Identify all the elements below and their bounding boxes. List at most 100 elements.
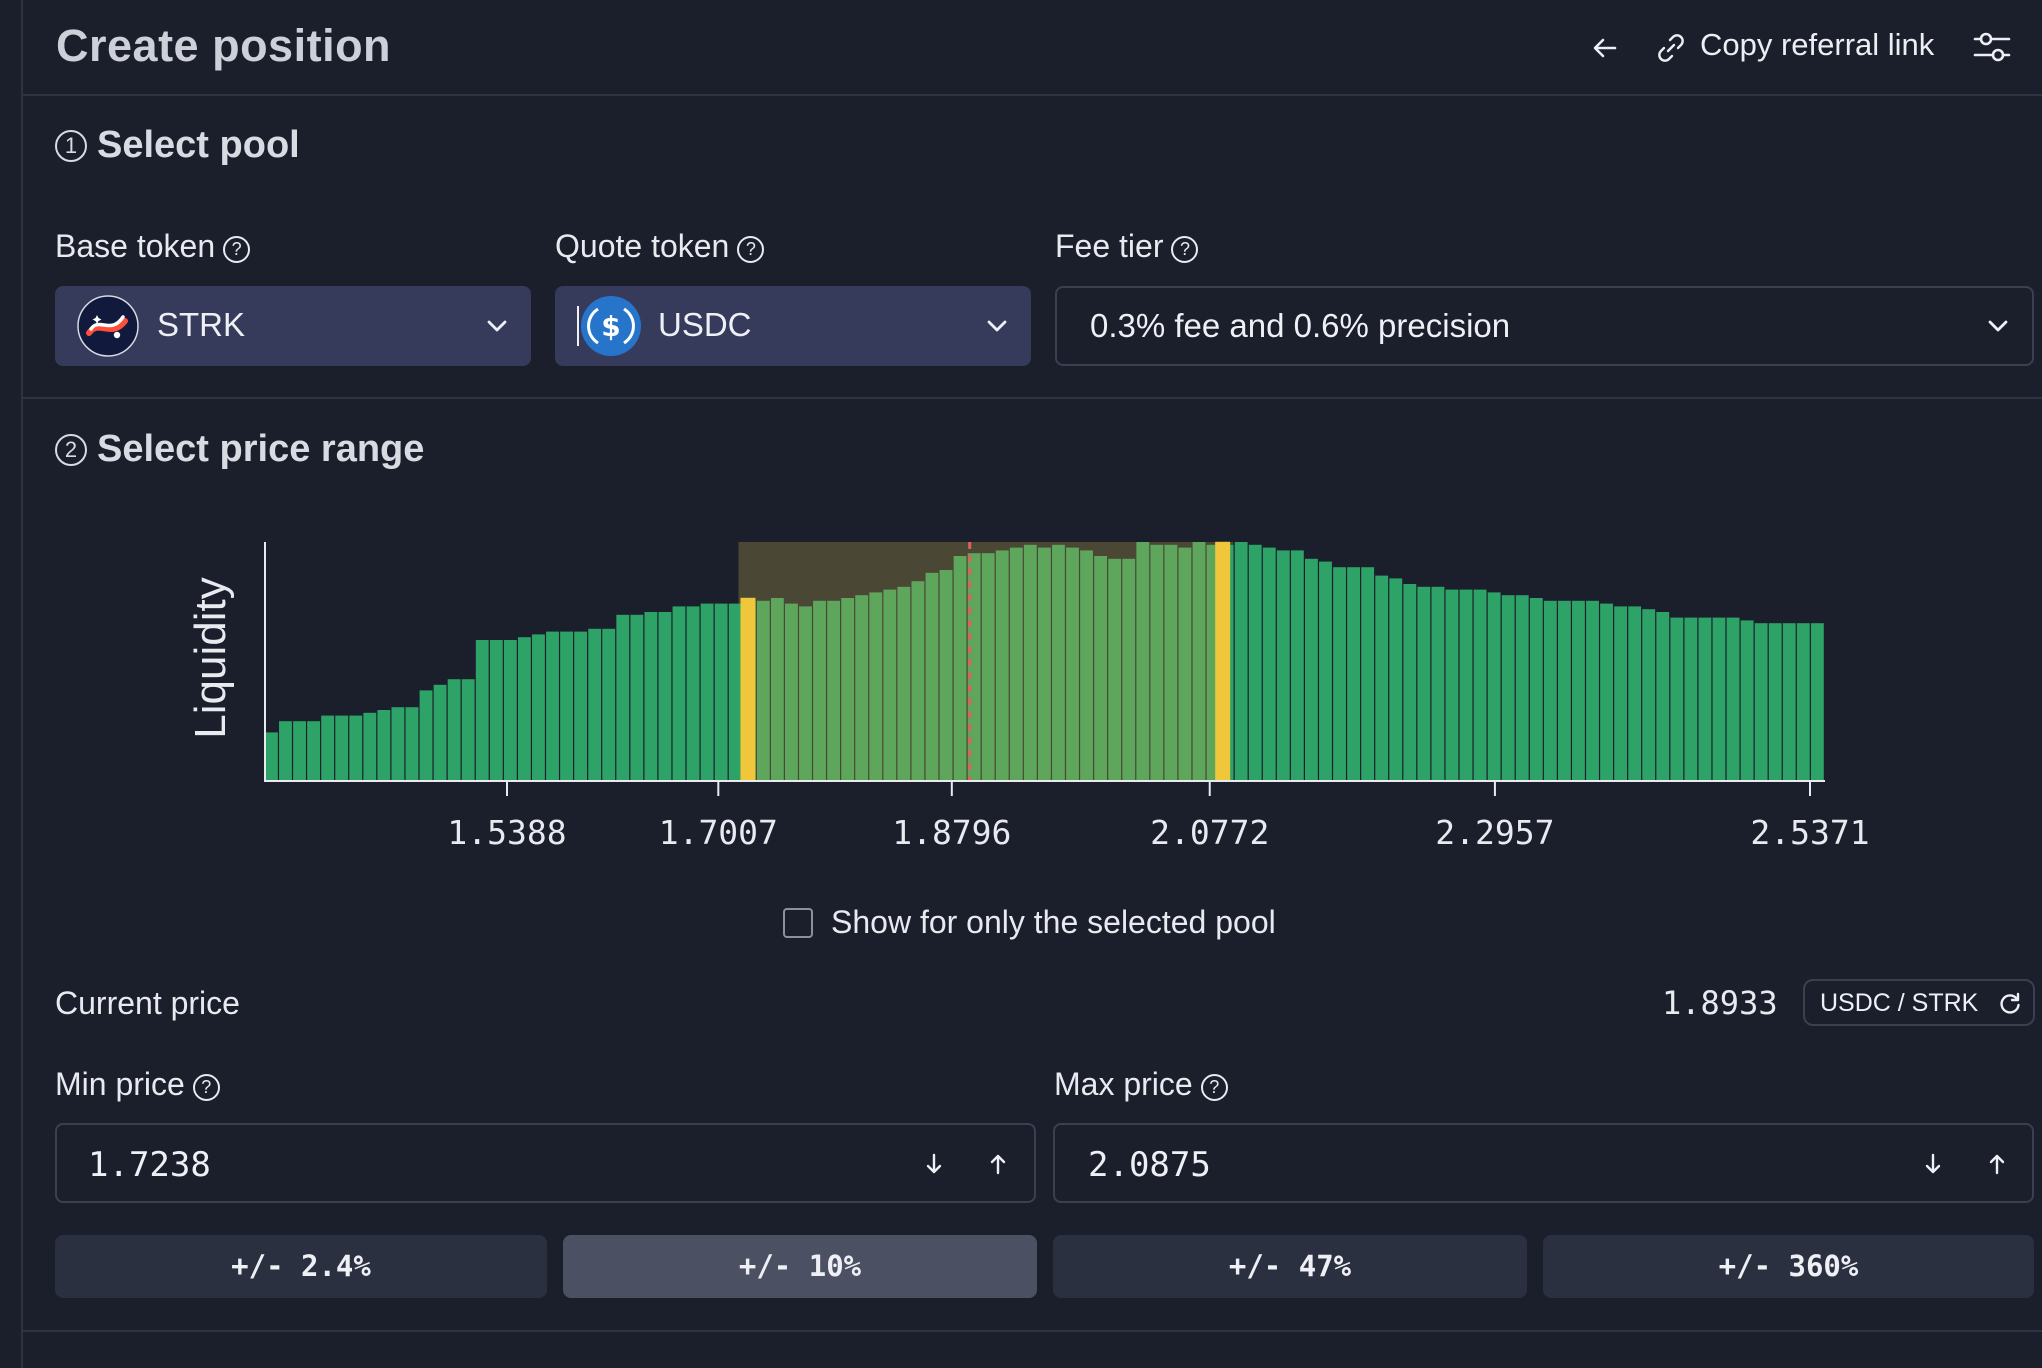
show-selected-pool-checkbox[interactable] — [783, 908, 813, 938]
liquidity-bar — [405, 707, 419, 780]
quote-token-label-text: Quote token — [555, 228, 730, 264]
show-selected-pool-label[interactable]: Show for only the selected pool — [831, 904, 1276, 940]
liquidity-bar — [1290, 550, 1304, 780]
liquidity-bar — [855, 595, 869, 780]
price-pair-label: USDC / STRK — [1820, 989, 1979, 1017]
liquidity-bar — [658, 612, 672, 780]
liquidity-bar — [321, 715, 335, 780]
max-range-handle — [1215, 541, 1231, 780]
liquidity-bar — [560, 631, 573, 780]
current-price-value: 1.8933 — [1662, 984, 1778, 1022]
price-pair-toggle[interactable]: USDC / STRK — [1803, 979, 2035, 1026]
max-price-input[interactable]: 2.0875 — [1053, 1123, 2034, 1203]
liquidity-bar — [1066, 547, 1079, 780]
liquidity-bar — [1501, 595, 1515, 780]
copy-referral-link-button[interactable]: Copy referral link — [1700, 27, 1935, 62]
base-token-value: STRK — [157, 306, 246, 343]
liquidity-bar — [517, 637, 531, 780]
quote-token-value: USDC — [658, 306, 752, 343]
liquidity-bar — [419, 690, 433, 780]
liquidity-bar — [756, 600, 770, 780]
liquidity-bar — [981, 553, 995, 780]
help-icon[interactable]: ? — [1200, 1074, 1228, 1101]
liquidity-bar — [953, 556, 967, 780]
select-price-range-title: Select price range — [97, 428, 425, 470]
step-1-badge: 1 — [55, 130, 87, 162]
base-token-select[interactable]: STRK — [55, 286, 531, 366]
liquidity-bar — [1754, 623, 1768, 780]
fee-tier-select[interactable]: 0.3% fee and 0.6% precision — [1055, 286, 2034, 366]
liquidity-bar — [574, 631, 588, 780]
usdc-token-icon: $ — [581, 296, 641, 356]
liquidity-bar — [883, 589, 897, 780]
liquidity-bar — [939, 570, 953, 780]
liquidity-bar — [335, 715, 349, 780]
liquidity-bar — [1473, 589, 1487, 780]
x-tick-label: 1.7007 — [659, 813, 778, 852]
fee-tier-value: 0.3% fee and 0.6% precision — [1090, 307, 1511, 344]
liquidity-bar — [1178, 547, 1192, 780]
liquidity-bar — [700, 603, 714, 780]
quote-token-label: Quote token? — [555, 228, 765, 265]
liquidity-bar — [1431, 586, 1445, 780]
liquidity-bar — [602, 628, 616, 780]
liquidity-bar — [995, 550, 1009, 780]
min-price-label-text: Min price — [55, 1066, 185, 1102]
x-tick-label: 1.8796 — [892, 813, 1011, 852]
liquidity-bar — [1614, 606, 1628, 780]
help-icon[interactable]: ? — [1171, 236, 1199, 263]
back-arrow-icon[interactable] — [1585, 28, 1625, 68]
liquidity-bar — [363, 712, 377, 780]
liquidity-bar — [728, 603, 742, 780]
range-preset-button-1[interactable]: +/- 2.4% — [55, 1235, 547, 1298]
liquidity-bar — [1150, 544, 1164, 780]
range-preset-button-4[interactable]: +/- 360% — [1543, 1235, 2034, 1298]
quote-token-select[interactable]: $ USDC — [555, 286, 1031, 366]
help-icon[interactable]: ? — [223, 236, 251, 263]
liquidity-bar — [785, 603, 798, 780]
settings-sliders-icon[interactable] — [1969, 24, 2015, 70]
help-icon[interactable]: ? — [192, 1074, 220, 1101]
range-preset-button-2[interactable]: +/- 10% — [563, 1235, 1037, 1298]
liquidity-bar — [532, 634, 545, 780]
help-icon[interactable]: ? — [737, 236, 765, 263]
liquidity-bar — [349, 715, 363, 780]
liquidity-bar — [1347, 567, 1361, 780]
liquidity-bar — [461, 679, 475, 780]
liquidity-bar — [869, 592, 883, 780]
decrease-arrow-icon[interactable] — [1918, 1149, 1948, 1179]
liquidity-bar — [770, 598, 784, 780]
page-title: Create position — [56, 20, 392, 71]
max-price-value[interactable]: 2.0875 — [1088, 1145, 1211, 1185]
liquidity-bar — [1712, 617, 1726, 780]
liquidity-bar — [1080, 550, 1093, 780]
liquidity-bar — [813, 600, 826, 780]
liquidity-bar — [1684, 617, 1698, 780]
x-tick-label: 2.2957 — [1435, 813, 1554, 852]
liquidity-bar — [1375, 575, 1389, 780]
liquidity-bar — [1572, 600, 1585, 780]
y-axis-label: Liquidity — [186, 577, 235, 738]
liquidity-bar — [1333, 567, 1346, 780]
liquidity-bar — [1023, 544, 1037, 780]
liquidity-bar — [1600, 603, 1613, 780]
x-tick-label: 1.5388 — [447, 813, 566, 852]
liquidity-bar — [1192, 542, 1206, 780]
liquidity-bar — [391, 707, 405, 780]
increase-arrow-icon[interactable] — [1982, 1149, 2012, 1179]
left-border — [21, 0, 23, 1368]
increase-arrow-icon[interactable] — [983, 1149, 1013, 1179]
liquidity-bar — [1670, 617, 1684, 780]
link-icon[interactable] — [1653, 30, 1689, 66]
text-cursor — [577, 306, 579, 346]
decrease-arrow-icon[interactable] — [919, 1149, 949, 1179]
liquidity-bar — [1698, 617, 1712, 780]
liquidity-chart[interactable]: 1.5388 1.7007 1.8796 2.0772 2.2957 2.5371 Liqu… — [0, 500, 2042, 870]
step-2-badge: 2 — [55, 434, 87, 466]
range-preset-button-3[interactable]: +/- 47% — [1053, 1235, 1527, 1298]
liquidity-bar — [1768, 623, 1782, 780]
min-price-value[interactable]: 1.7238 — [88, 1145, 211, 1185]
liquidity-bar — [1628, 606, 1642, 780]
liquidity-bar — [293, 721, 306, 780]
min-price-input[interactable]: 1.7238 — [55, 1123, 1036, 1203]
